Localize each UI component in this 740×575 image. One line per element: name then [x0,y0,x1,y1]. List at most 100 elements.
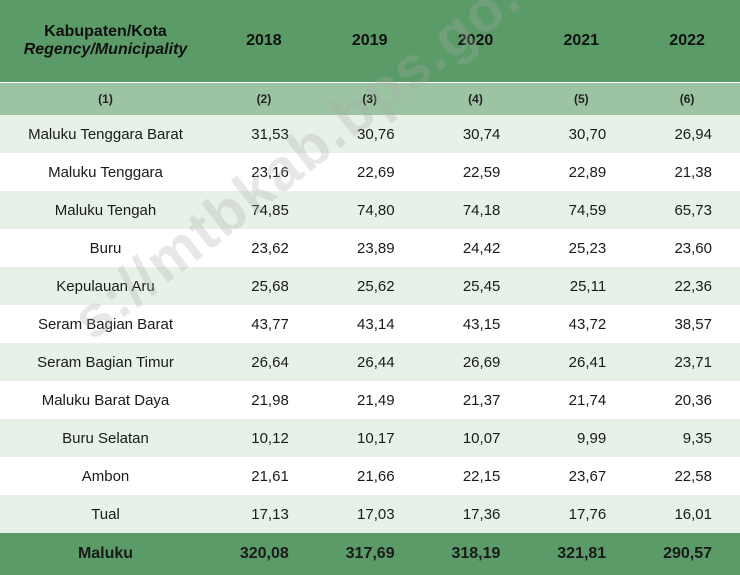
table-row: Maluku Tenggara Barat 31,53 30,76 30,74 30,7… [0,115,740,153]
value-cell: 43,77 [211,305,317,343]
value-cell: 43,14 [316,305,423,343]
value-cell: 21,61 [211,457,317,495]
total-value: 317,69 [316,533,423,575]
value-cell: 23,89 [316,229,423,267]
year-header: 2022 [634,0,740,83]
column-number: (6) [634,82,740,115]
value-cell: 26,41 [528,343,635,381]
table-row: Maluku Tengah 74,85 74,80 74,18 74,59 65,73 [0,191,740,229]
region-cell: Maluku Tenggara Barat [0,115,211,153]
region-cell: Seram Bagian Timur [0,343,211,381]
region-cell: Maluku Barat Daya [0,381,211,419]
value-cell: 22,58 [634,457,740,495]
year-header: 2018 [211,0,317,83]
table-row: Maluku Tenggara 23,16 22,69 22,59 22,89 21,38 [0,153,740,191]
value-cell: 10,07 [422,419,529,457]
value-cell: 25,45 [422,267,529,305]
column-number-row: (1) (2) (3) (4) (5) (6) [0,82,740,115]
region-cell: Seram Bagian Barat [0,305,211,343]
value-cell: 23,60 [634,229,740,267]
total-row: Maluku 320,08 317,69 318,19 321,81 290,5… [0,533,740,575]
total-region: Maluku [0,533,211,575]
region-cell: Buru Selatan [0,419,211,457]
value-cell: 26,44 [316,343,423,381]
value-cell: 74,18 [422,191,529,229]
value-cell: 21,74 [528,381,635,419]
value-cell: 20,36 [634,381,740,419]
value-cell: 10,17 [316,419,423,457]
table-row: Seram Bagian Barat 43,77 43,14 43,15 43,72 38… [0,305,740,343]
value-cell: 25,62 [316,267,423,305]
year-header: 2020 [422,0,529,83]
year-header: 2021 [528,0,635,83]
value-cell: 22,69 [316,153,423,191]
value-cell: 30,70 [528,115,635,153]
column-number: (4) [422,82,529,115]
value-cell: 17,03 [316,495,423,533]
column-number: (5) [528,82,635,115]
value-cell: 17,13 [211,495,317,533]
total-value: 318,19 [422,533,529,575]
value-cell: 23,16 [211,153,317,191]
value-cell: 24,42 [422,229,529,267]
column-number: (2) [211,82,317,115]
region-cell: Tual [0,495,211,533]
year-header: 2019 [316,0,423,83]
region-header: Kabupaten/Kota Regency/Municipality [0,0,211,83]
table-body: Maluku Tenggara Barat 31,53 30,76 30,74 30,7… [0,115,740,533]
value-cell: 22,15 [422,457,529,495]
value-cell: 38,57 [634,305,740,343]
value-cell: 25,68 [211,267,317,305]
value-cell: 9,99 [528,419,635,457]
value-cell: 21,98 [211,381,317,419]
value-cell: 22,59 [422,153,529,191]
table-row: Ambon 21,61 21,66 22,15 23,67 22,58 [0,457,740,495]
value-cell: 30,74 [422,115,529,153]
total-value: 321,81 [528,533,635,575]
region-cell: Ambon [0,457,211,495]
value-cell: 10,12 [211,419,317,457]
value-cell: 22,89 [528,153,635,191]
value-cell: 21,37 [422,381,529,419]
value-cell: 43,15 [422,305,529,343]
total-value: 320,08 [211,533,317,575]
value-cell: 21,49 [316,381,423,419]
value-cell: 26,64 [211,343,317,381]
value-cell: 26,94 [634,115,740,153]
value-cell: 43,72 [528,305,635,343]
column-number: (3) [316,82,423,115]
value-cell: 25,23 [528,229,635,267]
table-row: Maluku Barat Daya 21,98 21,49 21,37 21,74 20,… [0,381,740,419]
value-cell: 23,67 [528,457,635,495]
value-cell: 65,73 [634,191,740,229]
region-header-label: Kabupaten/Kota [44,23,167,40]
value-cell: 17,36 [422,495,529,533]
value-cell: 21,38 [634,153,740,191]
value-cell: 74,80 [316,191,423,229]
value-cell: 22,36 [634,267,740,305]
region-cell: Kepulauan Aru [0,267,211,305]
value-cell: 30,76 [316,115,423,153]
header-row: Kabupaten/Kota Regency/Municipality 2018… [0,0,740,83]
value-cell: 25,11 [528,267,635,305]
value-cell: 26,69 [422,343,529,381]
column-number: (1) [0,82,211,115]
region-cell: Maluku Tenggara [0,153,211,191]
table-row: Buru 23,62 23,89 24,42 25,23 23,60 [0,229,740,267]
value-cell: 74,85 [211,191,317,229]
value-cell: 31,53 [211,115,317,153]
value-cell: 21,66 [316,457,423,495]
value-cell: 74,59 [528,191,635,229]
value-cell: 17,76 [528,495,635,533]
value-cell: 23,62 [211,229,317,267]
table-row: Seram Bagian Timur 26,64 26,44 26,69 26,41 23… [0,343,740,381]
value-cell: 16,01 [634,495,740,533]
table-row: Buru Selatan 10,12 10,17 10,07 9,99 9,35 [0,419,740,457]
total-value: 290,57 [634,533,740,575]
region-cell: Buru [0,229,211,267]
value-cell: 23,71 [634,343,740,381]
table-row: Tual 17,13 17,03 17,36 17,76 16,01 [0,495,740,533]
region-cell: Maluku Tengah [0,191,211,229]
value-cell: 9,35 [634,419,740,457]
